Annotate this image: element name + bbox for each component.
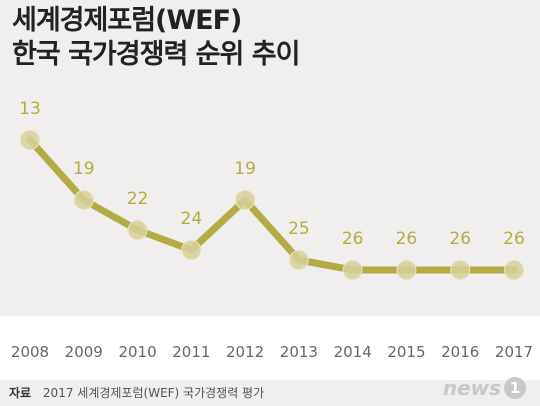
data-point-2009: [73, 190, 94, 210]
data-point-2014: [342, 260, 363, 280]
x-tick-2016: 2016: [441, 343, 479, 361]
title-line-2: 한국 국가경쟁력 순위 추이: [12, 39, 300, 70]
data-label-2009: 19: [73, 159, 95, 179]
chart-title: 세계경제포럼(WEF) 한국 국가경쟁력 순위 추이: [12, 4, 300, 72]
data-label-2013: 25: [288, 219, 310, 239]
data-point-2016: [450, 260, 471, 280]
data-label-2016: 26: [449, 229, 471, 249]
source-note: 자료 2017 세계경제포럼(WEF) 국가경쟁력 평가: [9, 384, 264, 401]
x-tick-2011: 2011: [172, 343, 210, 361]
x-tick-2012: 2012: [226, 343, 264, 361]
data-label-2017: 26: [503, 229, 525, 249]
source-text: 2017 세계경제포럼(WEF) 국가경쟁력 평가: [42, 386, 265, 400]
x-tick-2010: 2010: [118, 343, 156, 361]
x-axis-band: [0, 316, 540, 380]
data-label-2011: 24: [181, 209, 203, 229]
data-point-2008: [20, 130, 40, 150]
x-tick-2015: 2015: [387, 343, 425, 361]
data-label-2008: 13: [19, 99, 41, 119]
data-point-2010: [127, 220, 148, 240]
data-label-2014: 26: [342, 229, 364, 249]
x-tick-2009: 2009: [65, 343, 103, 361]
series-line: [26, 136, 518, 274]
logo-badge: 1: [504, 377, 526, 399]
logo-text: news: [442, 376, 501, 400]
data-point-2011: [181, 240, 202, 260]
data-point-2017: [504, 260, 524, 280]
data-point-2012: [235, 190, 256, 210]
news1-logo: news 1: [443, 376, 526, 400]
data-point-2013: [288, 250, 309, 270]
data-label-2012: 19: [234, 159, 256, 179]
title-line-1: 세계경제포럼(WEF): [12, 5, 242, 36]
data-label-2015: 26: [396, 229, 418, 249]
x-tick-2017: 2017: [495, 343, 533, 361]
data-label-2010: 22: [127, 189, 149, 209]
source-label: 자료: [9, 386, 32, 400]
data-point-2015: [396, 260, 417, 280]
x-tick-2013: 2013: [280, 343, 318, 361]
x-tick-2008: 2008: [11, 343, 49, 361]
x-tick-2014: 2014: [334, 343, 372, 361]
